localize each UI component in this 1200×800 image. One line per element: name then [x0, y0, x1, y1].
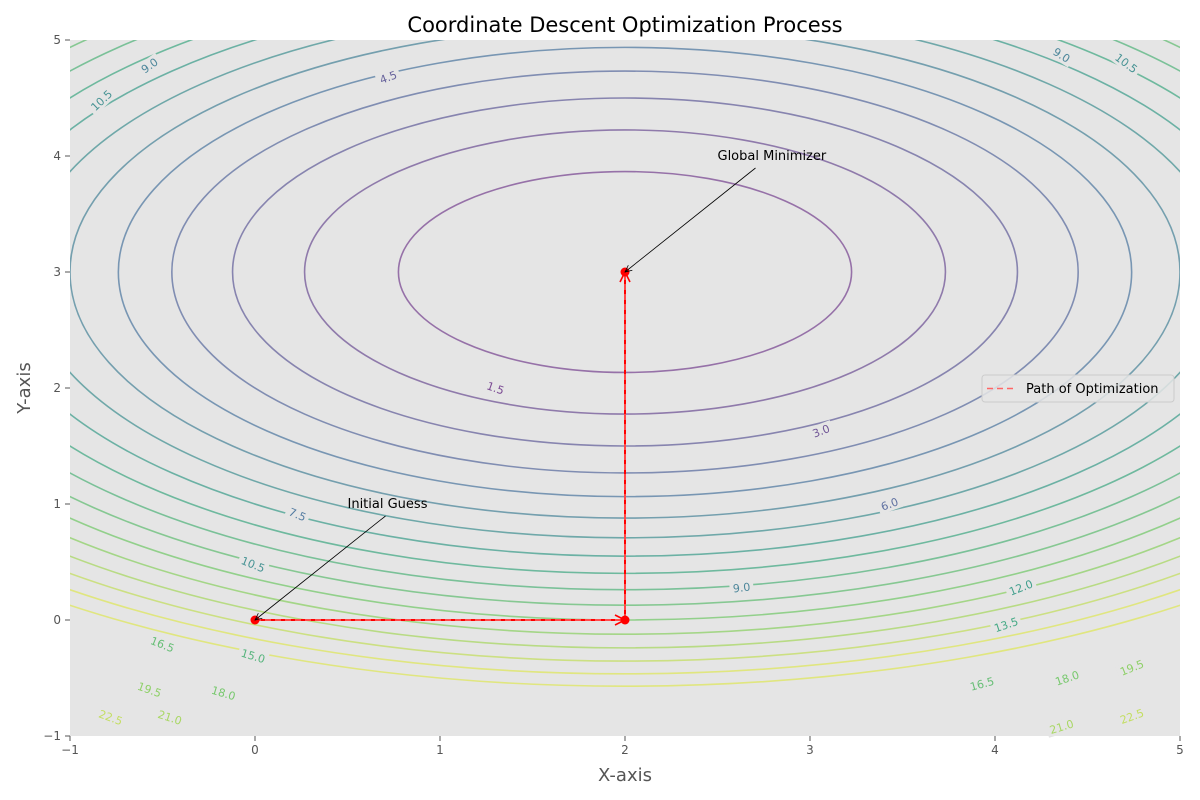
- contour-line: [70, 536, 1180, 635]
- contour-label-gap: [989, 613, 1023, 637]
- contour-label-gap: [132, 677, 167, 702]
- y-tick-label: 2: [53, 381, 61, 395]
- contour-label-gap: [1004, 575, 1038, 600]
- x-tick-label: 4: [991, 743, 999, 757]
- x-axis-ticks: −1 0 1 2 3 4 5: [61, 736, 1184, 757]
- contour-label-gap: [1050, 666, 1084, 690]
- annotation-text: Global Minimizer: [718, 149, 827, 164]
- annotation-arrow: [625, 167, 756, 272]
- contour-label: 1.5: [485, 379, 506, 397]
- contour-label-gap: [236, 552, 270, 577]
- contour-label-gap: [135, 52, 164, 79]
- contour-label-group: 9.0: [728, 579, 755, 596]
- contour-label-gap: [1115, 655, 1149, 680]
- contour-label-gap: [283, 503, 312, 526]
- contour-line: [70, 572, 1180, 662]
- contour-label-gap: [1047, 42, 1076, 68]
- legend-box: [981, 374, 1175, 403]
- path-point: [620, 615, 630, 625]
- contour-label-gap: [145, 632, 180, 657]
- y-tick-label: 0: [53, 613, 61, 627]
- y-tick-label: 5: [53, 33, 61, 47]
- x-tick-label: 1: [436, 743, 444, 757]
- x-tick-label: 2: [621, 743, 629, 757]
- optimization-path: [250, 267, 630, 625]
- y-axis-ticks: −1 0 1 2 3 4 5: [43, 33, 70, 743]
- legend-label-path: Path of Optimization: [1026, 382, 1159, 397]
- contour-label-gap: [206, 682, 241, 705]
- contour-label: 16.5: [969, 675, 996, 694]
- contour-label-group: 1.5: [481, 377, 510, 399]
- contour-label-group: 4.5: [374, 66, 402, 88]
- legend: Path of Optimization: [981, 374, 1175, 403]
- contour-label-gap: [1109, 48, 1143, 78]
- contour-label-gap: [85, 84, 118, 116]
- contour-line: [70, 588, 1180, 675]
- x-tick-label: 3: [806, 743, 814, 757]
- x-tick-label: 5: [1176, 743, 1184, 757]
- chart-title: Coordinate Descent Optimization Process: [407, 13, 842, 37]
- contour-label-gap: [1045, 715, 1079, 738]
- contour-label-group: 6.0: [875, 493, 904, 515]
- contour-label-gap: [481, 377, 510, 399]
- contour-line: [70, 555, 1180, 649]
- x-tick-label: 0: [251, 743, 259, 757]
- y-tick-label: −1: [43, 729, 61, 743]
- contour-label: 7.5: [287, 506, 308, 525]
- contour-label-group: 16.5: [965, 673, 999, 695]
- contour-label: 4.5: [378, 68, 399, 86]
- contour-label: 9.0: [732, 581, 751, 596]
- annotation-text: Initial Guess: [348, 497, 428, 512]
- annotations: Initial Guess Global Minimizer: [255, 149, 827, 620]
- contour-label-gap: [374, 66, 402, 88]
- contour-label-gap: [965, 673, 999, 695]
- y-tick-label: 4: [53, 149, 61, 163]
- contour-label-group: 7.5: [283, 503, 312, 526]
- contour-label-group: 3.0: [807, 420, 835, 442]
- contour-line: [70, 604, 1180, 687]
- contour-label-gap: [875, 493, 904, 515]
- contour-label: 6.0: [879, 495, 900, 513]
- x-tick-label: −1: [61, 743, 79, 757]
- x-axis-label: X-axis: [598, 765, 652, 786]
- contour-label-gap: [807, 420, 835, 442]
- contour-label-gap: [236, 644, 270, 668]
- contour-label-gap: [94, 705, 128, 730]
- y-axis-label: Y-axis: [14, 362, 35, 414]
- y-tick-label: 3: [53, 265, 61, 279]
- annotation-arrow: [255, 515, 386, 620]
- contour-label-gap: [728, 579, 755, 596]
- contour-label: 3.0: [811, 422, 832, 440]
- y-tick-label: 1: [53, 497, 61, 511]
- contour-label-gap: [1115, 704, 1149, 728]
- contour-label-gap: [153, 706, 187, 729]
